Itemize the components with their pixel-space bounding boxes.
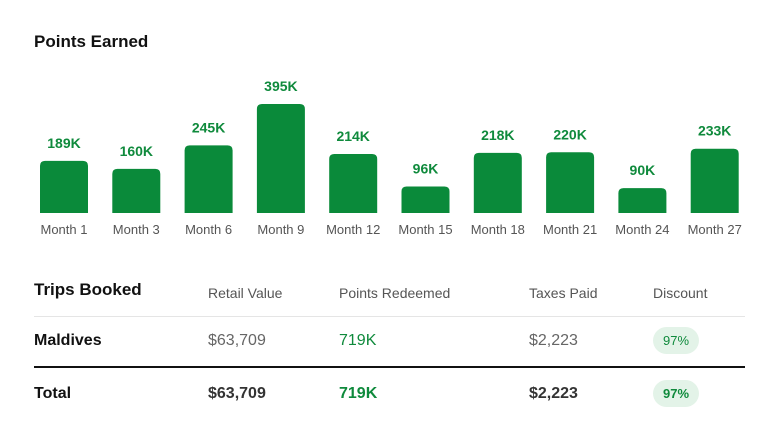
- chart-bar: [690, 148, 739, 213]
- points-redeemed-header: Points Redeemed: [339, 285, 451, 301]
- trips-booked-heading: Trips Booked: [34, 280, 142, 299]
- points-earned-title: Points Earned: [34, 32, 149, 51]
- total-taxes-paid: $2,223: [529, 385, 578, 402]
- bar-category-label: Month 3: [113, 222, 160, 237]
- total-divider: [34, 366, 745, 368]
- total-points-redeemed: 719K: [339, 385, 378, 402]
- chart-bar: [401, 186, 450, 213]
- chart-bar: [618, 188, 667, 213]
- header-divider: [34, 316, 745, 317]
- points-redeemed-cell: 719K: [339, 332, 377, 349]
- points-bar-chart: 189K Month 1 160K Month 3 245K Month 6 395K Mon…: [40, 78, 742, 237]
- chart-bar: [40, 160, 88, 213]
- bar-value-label: 189K: [47, 135, 80, 151]
- total-label: Total: [34, 385, 72, 402]
- total-retail-value: $63,709: [208, 385, 266, 402]
- table-header-row: Trips Booked Retail Value Points Redeeme…: [34, 276, 745, 316]
- chart-bar: [112, 168, 161, 213]
- table-row: Maldives $63,709 719K $2,223 97%: [34, 317, 745, 366]
- bar-category-label: Month 18: [471, 222, 525, 237]
- bar-value-label: 96K: [413, 161, 439, 177]
- bar-value-label: 160K: [120, 143, 153, 159]
- chart-bar: [329, 153, 378, 213]
- chart-bar: [256, 104, 305, 213]
- discount-cell: 97%: [653, 327, 700, 354]
- taxes-paid-header: Taxes Paid: [529, 285, 598, 301]
- discount-header: Discount: [653, 285, 708, 301]
- total-discount-badge: 97%: [653, 380, 700, 407]
- taxes-paid-cell: $2,223: [529, 332, 578, 349]
- destination-cell: Maldives: [34, 332, 102, 349]
- bar-value-label: 233K: [698, 123, 731, 139]
- bar-category-label: Month 1: [41, 222, 88, 237]
- retail-value-cell: $63,709: [208, 332, 266, 349]
- chart-bar: [184, 145, 233, 213]
- bar-value-label: 218K: [481, 127, 514, 143]
- chart-bar: [546, 152, 595, 213]
- retail-value-header: Retail Value: [208, 285, 283, 301]
- bar-category-label: Month 15: [398, 222, 452, 237]
- bar-value-label: 395K: [264, 78, 297, 94]
- bar-value-label: 90K: [630, 162, 656, 178]
- bar-value-label: 214K: [336, 128, 369, 144]
- bar-category-label: Month 27: [688, 222, 742, 237]
- bar-value-label: 220K: [553, 126, 586, 142]
- bar-category-label: Month 9: [257, 222, 304, 237]
- total-row: Total $63,709 719K $2,223 97%: [34, 368, 745, 420]
- bar-category-label: Month 21: [543, 222, 597, 237]
- discount-badge: 97%: [653, 327, 700, 354]
- bar-category-label: Month 12: [326, 222, 380, 237]
- chart-bar: [473, 152, 522, 213]
- total-discount-cell: 97%: [653, 380, 700, 407]
- bar-value-label: 245K: [192, 119, 225, 135]
- bar-category-label: Month 24: [615, 222, 669, 237]
- bar-category-label: Month 6: [185, 222, 232, 237]
